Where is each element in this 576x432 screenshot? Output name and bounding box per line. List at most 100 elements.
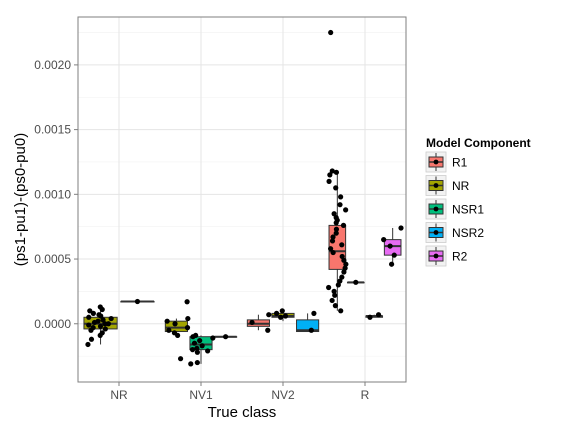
data-point <box>326 178 332 184</box>
data-point <box>91 319 98 326</box>
data-point <box>332 303 338 309</box>
data-point <box>194 359 200 366</box>
data-point <box>330 234 336 240</box>
legend: Model Component R1 NR NSR1 NSR2 R2 <box>425 136 531 267</box>
data-point <box>367 314 373 320</box>
legend-label: NSR2 <box>452 226 484 240</box>
data-point <box>398 225 404 231</box>
data-point <box>199 343 205 349</box>
box-r-r2 <box>383 227 402 265</box>
data-point <box>85 341 91 348</box>
data-point <box>339 274 345 280</box>
data-point <box>332 292 338 298</box>
data-point <box>278 314 284 320</box>
data-point <box>108 315 114 322</box>
data-point <box>308 327 314 333</box>
data-point <box>205 348 211 354</box>
data-point <box>102 326 108 332</box>
data-point <box>223 334 229 340</box>
data-point <box>86 322 92 328</box>
x-axis-title: True class <box>208 404 277 421</box>
data-point <box>329 238 336 244</box>
data-point <box>172 321 178 327</box>
points <box>85 29 404 367</box>
legend-key-point <box>433 159 439 165</box>
data-point <box>273 310 280 317</box>
data-point <box>282 313 289 319</box>
data-point <box>311 310 317 317</box>
data-point <box>197 337 203 344</box>
x-axis: NR NV1 NV2 R <box>110 382 370 402</box>
data-point <box>339 253 345 260</box>
data-point <box>279 308 285 314</box>
plot-panel <box>77 16 407 383</box>
data-point <box>340 222 347 228</box>
data-point <box>177 356 184 362</box>
legend-key-point <box>433 183 439 188</box>
data-point <box>249 319 255 326</box>
data-point <box>341 269 347 275</box>
data-point <box>327 172 333 178</box>
data-point <box>337 202 343 208</box>
data-point <box>326 284 332 291</box>
data-point <box>189 347 196 353</box>
plot-border <box>77 16 407 383</box>
data-point <box>184 299 190 305</box>
data-point <box>188 361 194 367</box>
data-point <box>98 313 104 319</box>
legend-entry-r2: R2 <box>425 245 468 267</box>
data-point <box>353 279 359 285</box>
data-point <box>184 325 191 331</box>
data-point <box>335 282 341 288</box>
data-point <box>388 261 395 267</box>
y-tick-label: 0.0010 <box>34 187 71 201</box>
data-point <box>329 297 335 304</box>
data-point <box>333 185 339 191</box>
data-point <box>99 306 105 313</box>
legend-entry-nr: NR <box>425 175 470 196</box>
data-point <box>194 349 200 355</box>
data-point <box>339 242 345 248</box>
data-point <box>329 168 335 174</box>
data-point <box>87 308 93 314</box>
y-tick-label: 0.0005 <box>34 252 71 266</box>
legend-key-point <box>433 230 439 235</box>
data-point <box>338 194 344 200</box>
legend-key-point <box>433 206 439 212</box>
data-point <box>333 226 340 232</box>
data-point <box>134 298 141 305</box>
data-point <box>333 169 340 175</box>
data-point <box>338 308 344 314</box>
data-point <box>333 230 339 236</box>
data-point <box>387 243 393 249</box>
data-point <box>341 257 347 263</box>
legend-title: Model Component <box>426 136 531 150</box>
data-point <box>210 335 216 341</box>
data-point <box>194 345 200 351</box>
data-point <box>86 314 92 320</box>
legend-key-point <box>433 253 439 259</box>
data-point <box>175 332 181 339</box>
data-point <box>328 29 334 36</box>
data-point <box>265 327 271 333</box>
box-body <box>383 239 402 256</box>
x-tick-label: NV2 <box>271 388 295 402</box>
data-point <box>88 327 94 333</box>
data-point <box>343 207 349 213</box>
y-tick-label: 0.0015 <box>34 123 71 137</box>
data-point <box>381 237 387 243</box>
data-point <box>185 315 191 322</box>
data-point <box>331 288 337 294</box>
data-point <box>330 249 336 256</box>
data-point <box>88 336 95 342</box>
data-point <box>164 318 170 324</box>
data-point <box>266 312 272 318</box>
y-axis-title: (ps1-pu1)-(ps0-pu0) <box>12 133 29 266</box>
y-tick-label: 0.0000 <box>34 317 71 331</box>
legend-entry-nsr1: NSR1 <box>425 198 484 220</box>
data-point <box>102 321 108 327</box>
legend-label: R2 <box>452 250 468 264</box>
data-point <box>331 211 337 217</box>
data-point <box>191 340 198 346</box>
